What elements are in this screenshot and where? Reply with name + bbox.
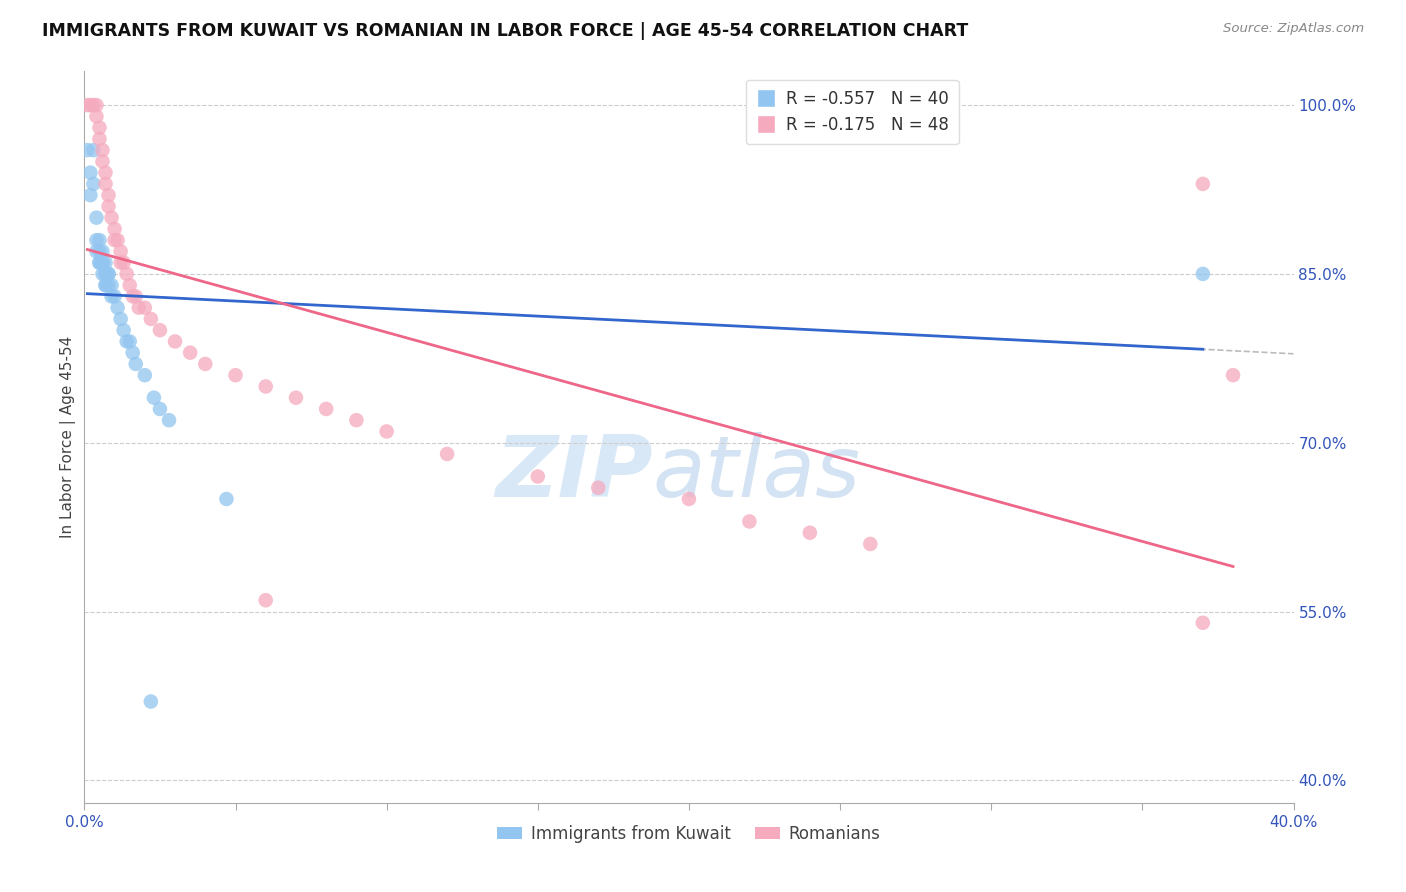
Point bbox=[112, 323, 135, 337]
Point bbox=[859, 537, 882, 551]
Point bbox=[346, 413, 368, 427]
Point bbox=[89, 255, 111, 269]
Point bbox=[115, 334, 138, 349]
Point bbox=[76, 143, 98, 157]
Point bbox=[315, 401, 337, 416]
Y-axis label: In Labor Force | Age 45-54: In Labor Force | Age 45-54 bbox=[60, 336, 76, 538]
Point bbox=[134, 368, 156, 383]
Point bbox=[118, 278, 141, 293]
Text: IMMIGRANTS FROM KUWAIT VS ROMANIAN IN LABOR FORCE | AGE 45-54 CORRELATION CHART: IMMIGRANTS FROM KUWAIT VS ROMANIAN IN LA… bbox=[42, 22, 969, 40]
Point bbox=[91, 244, 114, 259]
Point bbox=[97, 188, 120, 202]
Point bbox=[100, 289, 122, 303]
Point bbox=[285, 391, 308, 405]
Point bbox=[118, 334, 141, 349]
Point bbox=[165, 334, 187, 349]
Point bbox=[157, 413, 180, 427]
Point bbox=[89, 233, 111, 247]
Point bbox=[254, 593, 277, 607]
Point bbox=[139, 312, 162, 326]
Point bbox=[89, 132, 111, 146]
Point bbox=[1222, 368, 1244, 383]
Point bbox=[89, 120, 111, 135]
Point bbox=[125, 289, 148, 303]
Point bbox=[125, 357, 148, 371]
Point bbox=[76, 98, 98, 112]
Point bbox=[149, 401, 172, 416]
Point bbox=[112, 255, 135, 269]
Point bbox=[375, 425, 398, 439]
Point bbox=[738, 515, 761, 529]
Point bbox=[107, 233, 129, 247]
Legend: Immigrants from Kuwait, Romanians: Immigrants from Kuwait, Romanians bbox=[491, 818, 887, 849]
Point bbox=[79, 98, 101, 112]
Point bbox=[94, 166, 117, 180]
Point bbox=[215, 491, 238, 506]
Point bbox=[149, 323, 172, 337]
Point bbox=[82, 143, 104, 157]
Point bbox=[678, 491, 700, 506]
Point bbox=[254, 379, 277, 393]
Point bbox=[527, 469, 550, 483]
Point bbox=[94, 267, 117, 281]
Point bbox=[79, 166, 101, 180]
Point bbox=[139, 694, 162, 708]
Point bbox=[97, 267, 120, 281]
Point bbox=[86, 233, 108, 247]
Point bbox=[86, 98, 108, 112]
Point bbox=[86, 244, 108, 259]
Point bbox=[82, 177, 104, 191]
Point bbox=[82, 98, 104, 112]
Point bbox=[1192, 177, 1215, 191]
Point bbox=[94, 278, 117, 293]
Point bbox=[86, 109, 108, 123]
Point bbox=[91, 255, 114, 269]
Point bbox=[91, 255, 114, 269]
Point bbox=[97, 267, 120, 281]
Point bbox=[86, 211, 108, 225]
Point bbox=[110, 312, 132, 326]
Point bbox=[1192, 267, 1215, 281]
Text: atlas: atlas bbox=[652, 432, 860, 516]
Point bbox=[94, 177, 117, 191]
Point bbox=[94, 278, 117, 293]
Point bbox=[100, 211, 122, 225]
Point bbox=[100, 278, 122, 293]
Point bbox=[104, 222, 127, 236]
Text: ZIP: ZIP bbox=[495, 432, 652, 516]
Point bbox=[104, 289, 127, 303]
Point bbox=[225, 368, 247, 383]
Point bbox=[799, 525, 821, 540]
Point bbox=[91, 267, 114, 281]
Text: Source: ZipAtlas.com: Source: ZipAtlas.com bbox=[1223, 22, 1364, 36]
Point bbox=[179, 345, 201, 359]
Point bbox=[104, 233, 127, 247]
Point bbox=[194, 357, 217, 371]
Point bbox=[1192, 615, 1215, 630]
Point bbox=[94, 267, 117, 281]
Point bbox=[115, 267, 138, 281]
Point bbox=[97, 199, 120, 213]
Point bbox=[97, 278, 120, 293]
Point bbox=[91, 143, 114, 157]
Point bbox=[588, 481, 610, 495]
Point bbox=[94, 255, 117, 269]
Point bbox=[91, 154, 114, 169]
Point bbox=[89, 255, 111, 269]
Point bbox=[89, 244, 111, 259]
Point bbox=[107, 301, 129, 315]
Point bbox=[142, 391, 165, 405]
Point bbox=[121, 345, 143, 359]
Point bbox=[134, 301, 156, 315]
Point bbox=[79, 188, 101, 202]
Point bbox=[121, 289, 143, 303]
Point bbox=[436, 447, 458, 461]
Point bbox=[110, 255, 132, 269]
Point bbox=[110, 244, 132, 259]
Point bbox=[128, 301, 150, 315]
